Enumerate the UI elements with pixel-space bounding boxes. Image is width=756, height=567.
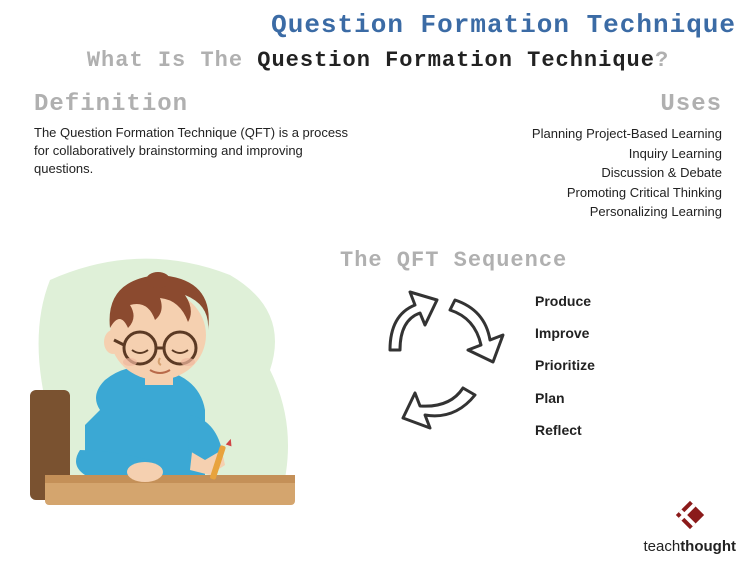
sequence-step: Prioritize	[535, 349, 595, 381]
child-writing-illustration	[10, 250, 310, 540]
uses-column: Uses Planning Project-Based Learning Inq…	[422, 91, 722, 222]
sequence-step: Improve	[535, 317, 595, 349]
definition-heading: Definition	[34, 91, 354, 118]
sequence-step: Plan	[535, 382, 595, 414]
brand-name: teachthought	[643, 538, 736, 555]
uses-item: Planning Project-Based Learning	[422, 124, 722, 144]
subtitle: What Is The Question Formation Technique…	[0, 40, 756, 73]
brand-name-light: teach	[643, 538, 680, 555]
uses-heading: Uses	[422, 91, 722, 118]
uses-item: Personalizing Learning	[422, 202, 722, 222]
sequence-step: Reflect	[535, 414, 595, 446]
cycle-arrows-icon	[355, 280, 515, 450]
sequence-steps: Produce Improve Prioritize Plan Reflect	[535, 285, 595, 446]
definition-text: The Question Formation Technique (QFT) i…	[34, 124, 354, 179]
brand-logo-icon	[672, 497, 708, 533]
info-columns: Definition The Question Formation Techni…	[0, 73, 756, 222]
sequence-heading: The QFT Sequence	[340, 248, 567, 273]
sequence-step: Produce	[535, 285, 595, 317]
uses-item: Inquiry Learning	[422, 144, 722, 164]
uses-item: Promoting Critical Thinking	[422, 183, 722, 203]
subtitle-emphasis: Question Formation Technique	[257, 48, 655, 73]
brand-name-bold: thought	[680, 538, 736, 555]
uses-item: Discussion & Debate	[422, 163, 722, 183]
subtitle-suffix: ?	[655, 48, 669, 73]
uses-list: Planning Project-Based Learning Inquiry …	[422, 124, 722, 222]
brand-logo: teachthought	[643, 497, 736, 555]
definition-column: Definition The Question Formation Techni…	[34, 91, 354, 222]
main-title: Question Formation Technique	[0, 0, 756, 40]
subtitle-prefix: What Is The	[87, 48, 257, 73]
